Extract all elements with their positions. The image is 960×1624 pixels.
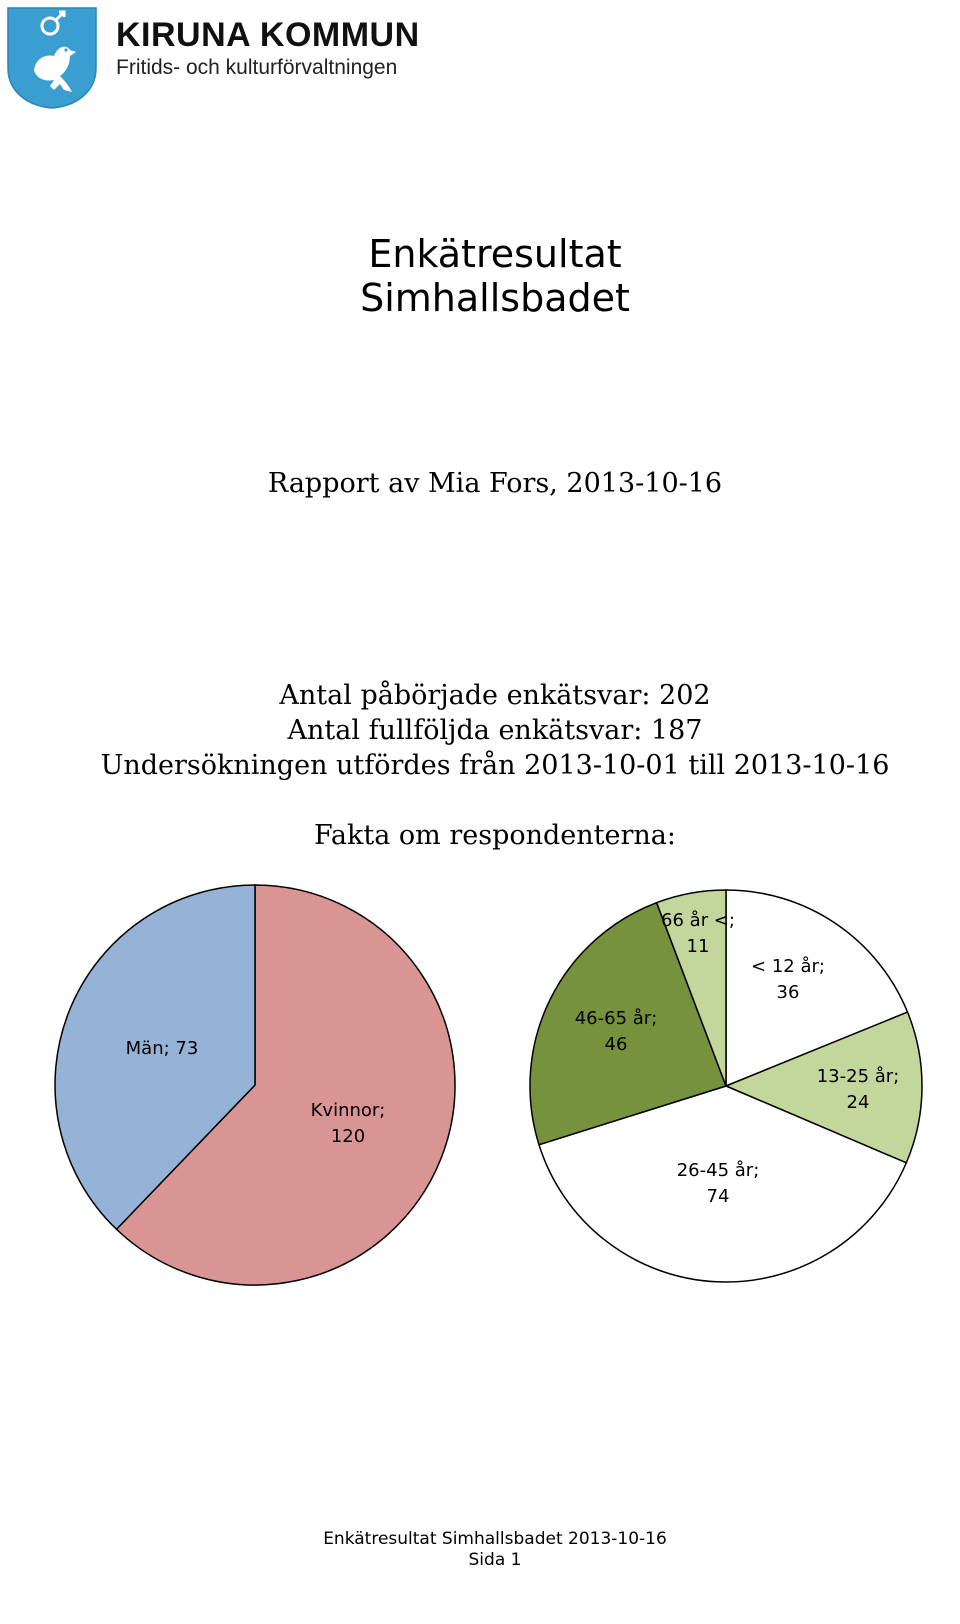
pie-slice-kvinnor xyxy=(115,884,456,1286)
age-pie-chart: < 12 år; 36 13-25 år; 24 26-45 år; 74 46-65 år… xyxy=(529,889,923,1283)
respondent-charts: Kvinnor; 120 Män; 73 < 12 år; 36 13-25 år; 24… xyxy=(54,884,923,1286)
footer-title: Enkätresultat Simhallsbadet 2013-10-16 xyxy=(323,1529,667,1549)
facts-heading: Fakta om respondenterna: xyxy=(314,820,676,851)
stat-started: Antal påbörjade enkätsvar: 202 xyxy=(279,680,711,711)
department-name: Fritids- och kulturförvaltningen xyxy=(116,56,398,79)
data-label-66-r: 66 år <; 11 xyxy=(661,910,735,957)
pie-slice-13-25-r xyxy=(724,1011,923,1164)
pie-slice-26-45-r xyxy=(538,1085,908,1283)
data-label-m-n: Män; 73 xyxy=(126,1038,199,1059)
data-label-12-r: < 12 år; 36 xyxy=(751,956,825,1003)
report-title-line2: Simhallsbadet xyxy=(360,276,630,320)
org-name: KIRUNA KOMMUN xyxy=(116,16,420,54)
data-label-kvinnor: Kvinnor; 120 xyxy=(311,1100,386,1147)
footer-page-number: Sida 1 xyxy=(468,1550,522,1570)
pie-slice-m-n xyxy=(54,884,256,1231)
report-title-line1: Enkätresultat xyxy=(368,232,622,276)
pie-slice-66-r xyxy=(655,889,727,1087)
gender-pie-chart: Kvinnor; 120 Män; 73 xyxy=(54,884,456,1286)
pie-slice-12-r xyxy=(725,889,909,1088)
report-author-date: Rapport av Mia Fors, 2013-10-16 xyxy=(267,468,723,499)
stat-period: Undersökningen utfördes från 2013-10-01 … xyxy=(100,750,890,781)
data-label-13-25-r: 13-25 år; 24 xyxy=(817,1066,900,1113)
stat-completed: Antal fullföljda enkätsvar: 187 xyxy=(287,715,703,746)
data-label-26-45-r: 26-45 år; 74 xyxy=(677,1160,760,1207)
data-label-46-65-r: 46-65 år; 46 xyxy=(575,1008,658,1055)
pie-slice-46-65-r xyxy=(529,901,727,1146)
kiruna-coat-of-arms-icon xyxy=(7,7,97,109)
